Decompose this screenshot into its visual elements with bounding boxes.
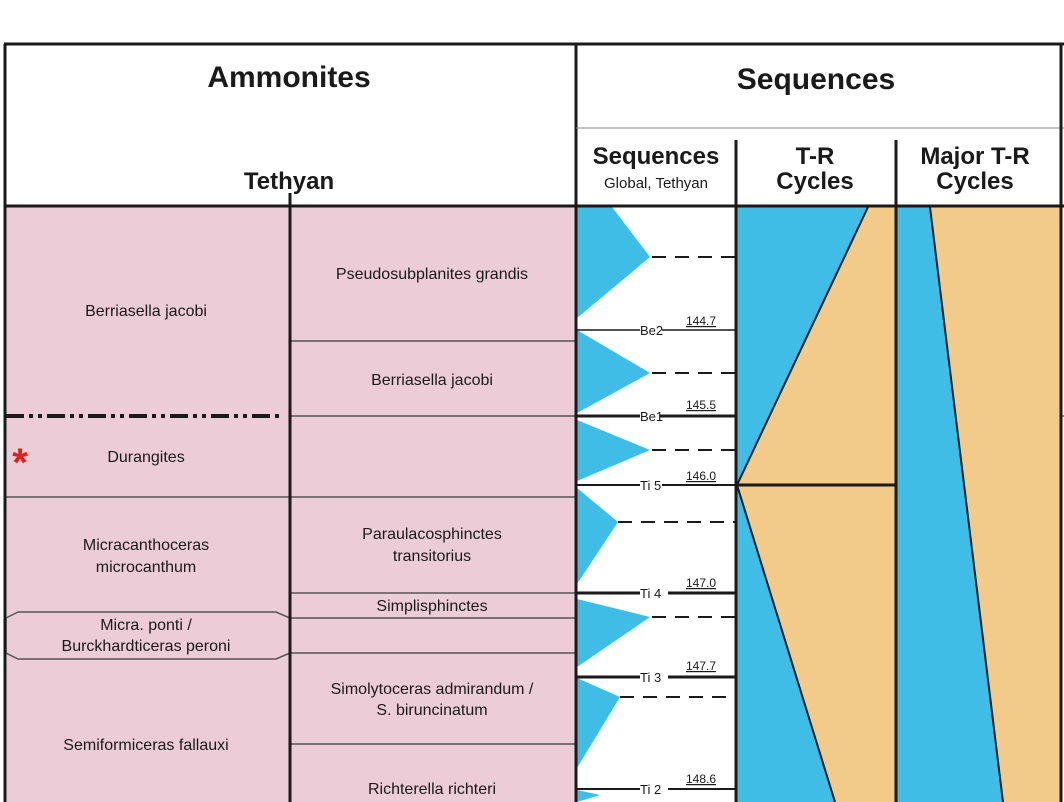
top-margin bbox=[0, 0, 1064, 42]
boundary-label: Ti 5 bbox=[640, 478, 661, 493]
zone-name-line1: Micra. ponti / bbox=[100, 617, 192, 634]
boundary-ages: 144.7 145.5 146.0 147.0 147.7 148.6 bbox=[686, 314, 716, 786]
tr-slope-line-upper bbox=[736, 206, 869, 486]
sequences-column-subheader: Global, Tethyan bbox=[604, 175, 708, 192]
major-tr-header-line1: Major T-R bbox=[920, 143, 1029, 170]
subzone-name-line1: Paraulacosphinctes bbox=[362, 526, 502, 543]
boundary-label: Ti 2 bbox=[640, 782, 661, 797]
tr-cycles-header-line1: T-R bbox=[796, 143, 835, 170]
sequence-triangle bbox=[577, 488, 618, 584]
boundary-age: 147.7 bbox=[686, 659, 716, 673]
sequences-column-header: Sequences bbox=[593, 143, 720, 170]
tr-transgressive-wedge-lower bbox=[737, 485, 895, 802]
zone-name: Semiformiceras fallauxi bbox=[63, 737, 228, 754]
zone-name-line2: microcanthum bbox=[96, 559, 196, 576]
subzone-name: Berriasella jacobi bbox=[371, 372, 493, 389]
boundary-label: Be2 bbox=[640, 323, 663, 338]
tethyan-header: Tethyan bbox=[244, 168, 334, 195]
frame-lines bbox=[3, 42, 1064, 802]
boundary-label: Be1 bbox=[640, 409, 663, 424]
boundary-labels: Be2 Be1 Ti 5 Ti 4 Ti 3 Ti 2 bbox=[640, 323, 663, 797]
zone-name-line2: Burckhardticeras peroni bbox=[62, 638, 231, 655]
subzone-name-line1: Simolytoceras admirandum / bbox=[331, 681, 534, 698]
subzone-name: Simplisphinctes bbox=[376, 598, 487, 615]
sequence-boundary-lines bbox=[577, 329, 735, 790]
sequence-triangle bbox=[577, 678, 620, 768]
zone-name-line1: Micracanthoceras bbox=[83, 537, 209, 554]
subzone-name: Pseudosubplanites grandis bbox=[336, 266, 528, 283]
ammonites-header: Ammonites bbox=[207, 61, 370, 94]
boundary-age: 146.0 bbox=[686, 469, 716, 483]
tr-cycles-header-line2: Cycles bbox=[776, 168, 853, 195]
subzone-names: Pseudosubplanites grandis Berriasella ja… bbox=[331, 266, 534, 798]
zone-name: Durangites bbox=[107, 449, 184, 466]
sequence-triangle bbox=[577, 330, 650, 413]
boundary-label: Ti 4 bbox=[640, 586, 661, 601]
zone-name: Berriasella jacobi bbox=[85, 303, 207, 320]
sequences-group-header: Sequences bbox=[737, 63, 895, 96]
sequence-triangle bbox=[577, 207, 650, 318]
boundary-age: 147.0 bbox=[686, 576, 716, 590]
tr-slope-line-lower bbox=[736, 484, 836, 802]
sequence-triangle bbox=[577, 790, 600, 802]
subzone-name-line2: transitorius bbox=[393, 548, 471, 565]
boundary-age: 144.7 bbox=[686, 314, 716, 328]
boundary-age: 148.6 bbox=[686, 772, 716, 786]
zone-names: Berriasella jacobi Durangites Micracanth… bbox=[62, 303, 231, 754]
boundary-marker-asterisk: * bbox=[12, 441, 28, 485]
sequence-triangle bbox=[577, 599, 650, 667]
major-tr-header-line2: Cycles bbox=[936, 168, 1013, 195]
tr-regressive-wedge-upper bbox=[737, 207, 895, 485]
boundary-age: 145.5 bbox=[686, 398, 716, 412]
major-tr-slope-line bbox=[929, 206, 1004, 802]
sequence-triangle bbox=[577, 420, 650, 481]
boundary-label: Ti 3 bbox=[640, 670, 661, 685]
major-tr-regressive-wedge bbox=[930, 207, 1060, 802]
subzone-name-line2: S. biruncinatum bbox=[376, 702, 487, 719]
max-flooding-lines bbox=[618, 256, 735, 698]
subzone-name: Richterella richteri bbox=[368, 781, 496, 798]
